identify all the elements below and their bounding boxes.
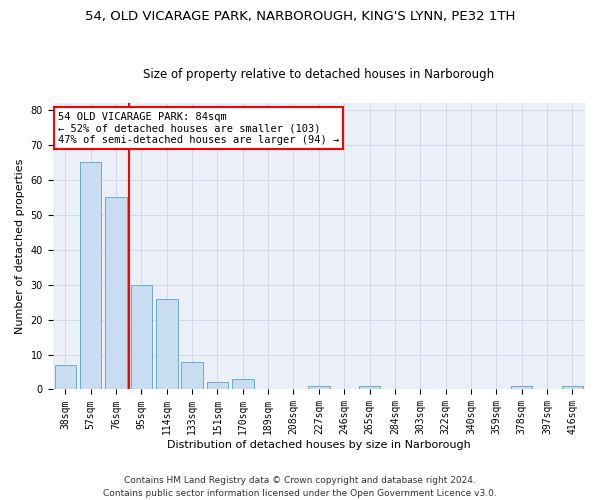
Bar xyxy=(181,362,203,390)
Bar xyxy=(511,386,532,390)
Bar xyxy=(105,198,127,390)
Bar xyxy=(232,379,254,390)
X-axis label: Distribution of detached houses by size in Narborough: Distribution of detached houses by size … xyxy=(167,440,471,450)
Text: 54 OLD VICARAGE PARK: 84sqm
← 52% of detached houses are smaller (103)
47% of se: 54 OLD VICARAGE PARK: 84sqm ← 52% of det… xyxy=(58,112,339,145)
Title: Size of property relative to detached houses in Narborough: Size of property relative to detached ho… xyxy=(143,68,494,81)
Y-axis label: Number of detached properties: Number of detached properties xyxy=(15,158,25,334)
Bar xyxy=(206,382,228,390)
Bar xyxy=(131,284,152,390)
Text: Contains HM Land Registry data © Crown copyright and database right 2024.
Contai: Contains HM Land Registry data © Crown c… xyxy=(103,476,497,498)
Bar xyxy=(359,386,380,390)
Bar xyxy=(80,162,101,390)
Bar xyxy=(156,298,178,390)
Bar xyxy=(308,386,329,390)
Text: 54, OLD VICARAGE PARK, NARBOROUGH, KING'S LYNN, PE32 1TH: 54, OLD VICARAGE PARK, NARBOROUGH, KING'… xyxy=(85,10,515,23)
Bar xyxy=(562,386,583,390)
Bar xyxy=(55,365,76,390)
